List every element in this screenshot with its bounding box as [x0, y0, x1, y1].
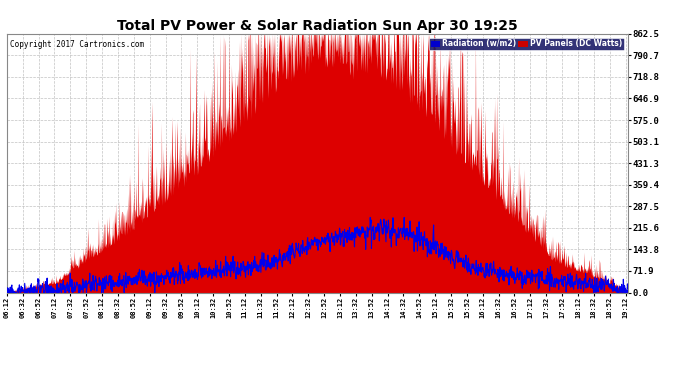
Legend: Radiation (w/m2), PV Panels (DC Watts): Radiation (w/m2), PV Panels (DC Watts)	[428, 38, 624, 50]
Text: Copyright 2017 Cartronics.com: Copyright 2017 Cartronics.com	[10, 40, 144, 49]
Title: Total PV Power & Solar Radiation Sun Apr 30 19:25: Total PV Power & Solar Radiation Sun Apr…	[117, 19, 518, 33]
